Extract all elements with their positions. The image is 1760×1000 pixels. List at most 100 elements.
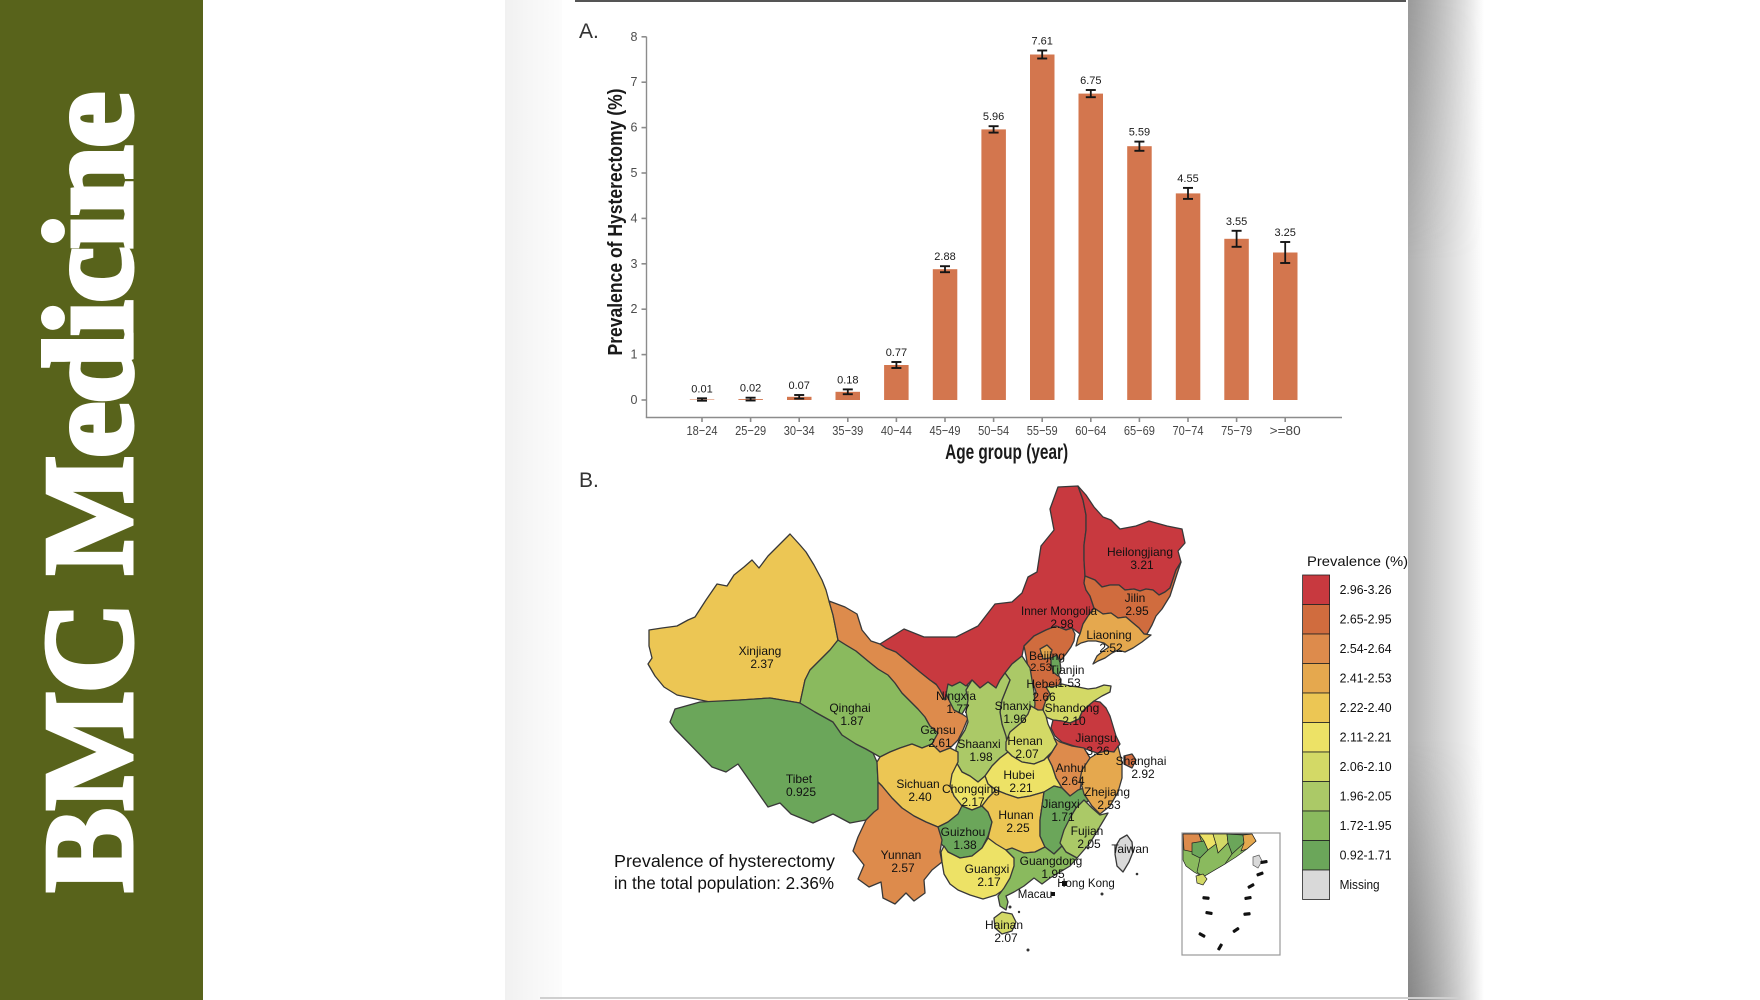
svg-text:Beijing: Beijing bbox=[1029, 649, 1065, 663]
svg-text:Shandong: Shandong bbox=[1045, 701, 1100, 715]
svg-text:Hubei: Hubei bbox=[1003, 768, 1034, 782]
svg-text:2.06-2.10: 2.06-2.10 bbox=[1340, 760, 1392, 774]
svg-text:7.61: 7.61 bbox=[1031, 36, 1052, 48]
svg-text:Shanghai: Shanghai bbox=[1116, 754, 1167, 768]
svg-text:4: 4 bbox=[631, 211, 638, 225]
svg-text:Fujian: Fujian bbox=[1071, 824, 1104, 838]
svg-text:1.95: 1.95 bbox=[1041, 867, 1065, 881]
svg-text:2.07: 2.07 bbox=[1015, 747, 1039, 761]
svg-text:0.92-1.71: 0.92-1.71 bbox=[1340, 848, 1392, 862]
svg-text:Liaoning: Liaoning bbox=[1086, 628, 1131, 642]
svg-text:40−44: 40−44 bbox=[881, 423, 912, 438]
svg-text:Prevalence (%): Prevalence (%) bbox=[1307, 553, 1408, 569]
svg-text:2.53: 2.53 bbox=[1097, 798, 1121, 812]
svg-text:1.96-2.05: 1.96-2.05 bbox=[1340, 789, 1392, 803]
svg-text:Henan: Henan bbox=[1007, 734, 1042, 748]
svg-text:1.87: 1.87 bbox=[840, 714, 864, 728]
svg-text:35−39: 35−39 bbox=[832, 423, 863, 438]
svg-text:2.64: 2.64 bbox=[1061, 774, 1085, 788]
svg-text:Zhejiang: Zhejiang bbox=[1084, 785, 1130, 799]
svg-text:6: 6 bbox=[631, 121, 638, 135]
svg-text:Jiangsu: Jiangsu bbox=[1075, 731, 1116, 745]
svg-text:1.98: 1.98 bbox=[969, 750, 993, 764]
svg-text:2.17: 2.17 bbox=[977, 875, 1001, 889]
svg-text:Hunan: Hunan bbox=[998, 808, 1033, 822]
svg-text:2.95: 2.95 bbox=[1125, 604, 1149, 618]
svg-text:45−49: 45−49 bbox=[930, 423, 961, 438]
svg-text:Ningxia: Ningxia bbox=[936, 689, 976, 703]
svg-text:Tibet: Tibet bbox=[786, 772, 813, 786]
svg-text:7: 7 bbox=[631, 75, 638, 89]
svg-text:2.98: 2.98 bbox=[1050, 617, 1074, 631]
svg-text:3.21: 3.21 bbox=[1130, 558, 1154, 572]
svg-text:Sichuan: Sichuan bbox=[896, 777, 939, 791]
svg-text:2.11-2.21: 2.11-2.21 bbox=[1340, 730, 1392, 744]
svg-text:25−29: 25−29 bbox=[735, 423, 766, 438]
svg-text:Shanxi: Shanxi bbox=[995, 699, 1032, 713]
svg-text:Yunnan: Yunnan bbox=[881, 848, 922, 862]
svg-text:50−54: 50−54 bbox=[978, 423, 1009, 438]
svg-text:0.07: 0.07 bbox=[788, 380, 809, 392]
svg-text:60−64: 60−64 bbox=[1075, 423, 1106, 438]
svg-text:Hainan: Hainan bbox=[985, 918, 1023, 932]
svg-text:Prevalence of Hysterectomy (%): Prevalence of Hysterectomy (%) bbox=[605, 89, 627, 356]
svg-text:65−69: 65−69 bbox=[1124, 423, 1155, 438]
svg-text:0.02: 0.02 bbox=[740, 383, 761, 395]
svg-text:2.57: 2.57 bbox=[891, 861, 915, 875]
svg-text:5.59: 5.59 bbox=[1129, 127, 1150, 139]
svg-text:0.925: 0.925 bbox=[786, 785, 816, 799]
svg-text:B.: B. bbox=[579, 469, 599, 492]
svg-text:1: 1 bbox=[631, 348, 638, 362]
svg-text:2.41-2.53: 2.41-2.53 bbox=[1340, 671, 1392, 685]
svg-text:3.25: 3.25 bbox=[1274, 227, 1295, 239]
svg-text:1.96: 1.96 bbox=[1003, 712, 1027, 726]
svg-text:Qinghai: Qinghai bbox=[829, 701, 870, 715]
svg-text:Missing: Missing bbox=[1340, 878, 1380, 892]
svg-text:30−34: 30−34 bbox=[784, 423, 815, 438]
svg-text:5: 5 bbox=[631, 166, 638, 180]
svg-text:2.52: 2.52 bbox=[1099, 641, 1123, 655]
svg-text:2.66: 2.66 bbox=[1032, 690, 1056, 704]
svg-text:Gansu: Gansu bbox=[920, 723, 955, 737]
svg-text:2.22-2.40: 2.22-2.40 bbox=[1340, 701, 1392, 715]
svg-text:0: 0 bbox=[631, 393, 638, 407]
svg-text:2: 2 bbox=[631, 302, 638, 316]
svg-text:Jiangxi: Jiangxi bbox=[1042, 797, 1079, 811]
svg-text:4.55: 4.55 bbox=[1177, 173, 1198, 185]
svg-text:>=80: >=80 bbox=[1270, 423, 1301, 438]
svg-text:8: 8 bbox=[631, 30, 638, 44]
svg-text:1.72-1.95: 1.72-1.95 bbox=[1340, 819, 1392, 833]
svg-text:Guangxi: Guangxi bbox=[965, 862, 1010, 876]
svg-text:2.21: 2.21 bbox=[1009, 781, 1033, 795]
svg-text:2.37: 2.37 bbox=[750, 657, 774, 671]
svg-text:2.61: 2.61 bbox=[928, 736, 952, 750]
svg-text:0.77: 0.77 bbox=[886, 347, 907, 359]
svg-text:in the total population: 2.36%: in the total population: 2.36% bbox=[614, 873, 834, 893]
svg-text:Jilin: Jilin bbox=[1125, 591, 1146, 605]
svg-text:2.07: 2.07 bbox=[994, 931, 1018, 945]
svg-text:1.71: 1.71 bbox=[1051, 810, 1075, 824]
svg-text:A.: A. bbox=[579, 20, 599, 43]
svg-text:2.53: 2.53 bbox=[1030, 662, 1051, 674]
svg-text:75−79: 75−79 bbox=[1221, 423, 1252, 438]
svg-text:3: 3 bbox=[631, 257, 638, 271]
svg-text:1.77: 1.77 bbox=[946, 702, 970, 716]
svg-text:Inner Mongolia: Inner Mongolia bbox=[1021, 604, 1097, 618]
svg-text:Hebei: Hebei bbox=[1026, 677, 1057, 691]
svg-text:0.01: 0.01 bbox=[691, 383, 712, 395]
svg-text:2.25: 2.25 bbox=[1006, 821, 1030, 835]
svg-text:70−74: 70−74 bbox=[1173, 423, 1204, 438]
svg-text:2.65-2.95: 2.65-2.95 bbox=[1340, 612, 1392, 626]
svg-text:2.54-2.64: 2.54-2.64 bbox=[1340, 642, 1392, 656]
svg-text:Heilongjiang: Heilongjiang bbox=[1107, 545, 1173, 559]
svg-text:Hong Kong: Hong Kong bbox=[1057, 878, 1115, 890]
svg-text:Guizhou: Guizhou bbox=[941, 825, 986, 839]
svg-text:Age group (year): Age group (year) bbox=[945, 440, 1068, 464]
svg-text:5.96: 5.96 bbox=[983, 111, 1004, 123]
svg-text:3.55: 3.55 bbox=[1226, 216, 1247, 228]
svg-text:55−59: 55−59 bbox=[1027, 423, 1058, 438]
svg-text:Guangdong: Guangdong bbox=[1020, 854, 1083, 868]
svg-text:1.38: 1.38 bbox=[953, 838, 977, 852]
svg-text:2.88: 2.88 bbox=[934, 251, 955, 263]
svg-text:Tianjin: Tianjin bbox=[1050, 663, 1085, 677]
